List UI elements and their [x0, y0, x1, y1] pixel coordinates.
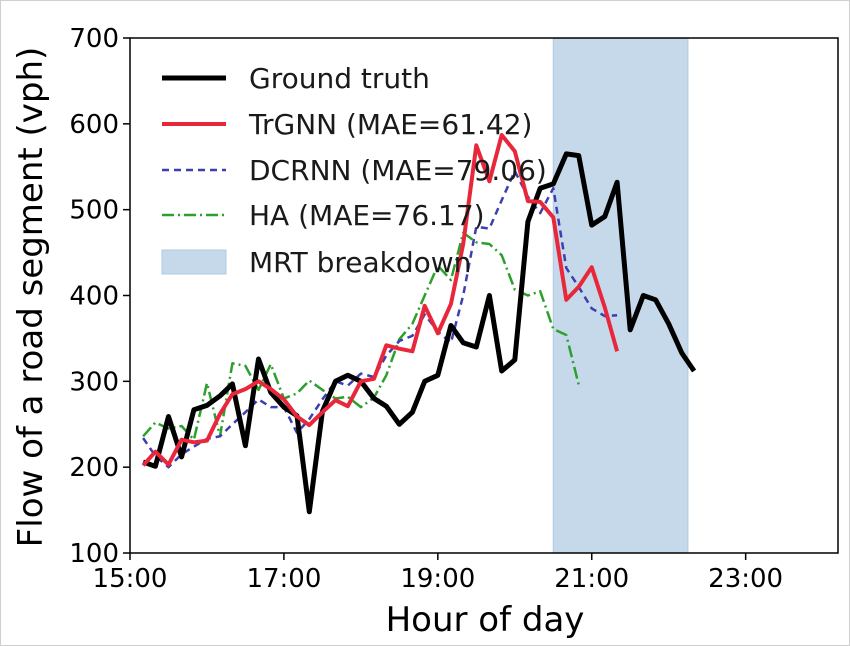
legend-label-ha: HA (MAE=76.17): [249, 199, 485, 232]
legend-label-dcrnn: DCRNN (MAE=79.06): [249, 154, 547, 187]
legend-swatch-mrt-breakdown: [161, 249, 227, 275]
x-tick-label: 17:00: [246, 564, 321, 594]
x-tick-label: 19:00: [400, 564, 475, 594]
y-tick-label: 600: [69, 110, 119, 140]
plot-area: 100 200 300 400 500 600 700 15:00 17:00 19:00 21:0…: [69, 24, 839, 594]
legend-label-mrt-breakdown: MRT breakdown: [249, 246, 471, 279]
legend-label-ground-truth: Ground truth: [249, 62, 430, 95]
y-axis-label: Flow of a road segment (vph): [11, 47, 51, 548]
x-tick-label: 21:00: [554, 564, 629, 594]
mrt-breakdown-region: [552, 37, 689, 554]
x-tick-label: 15:00: [93, 564, 168, 594]
legend: Ground truth TrGNN (MAE=61.42) DCRNN (MA…: [161, 62, 547, 279]
y-tick-label: 500: [69, 196, 119, 226]
x-axis-label: Hour of day: [386, 600, 585, 640]
y-tick-label: 100: [69, 539, 119, 569]
y-tick-label: 400: [69, 282, 119, 312]
legend-label-trgnn: TrGNN (MAE=61.42): [248, 108, 532, 141]
x-tick-label: 23:00: [708, 564, 783, 594]
y-tick-label: 300: [69, 367, 119, 397]
series-line-trgnn: [141, 133, 620, 467]
y-tick-label: 200: [69, 453, 119, 483]
y-tick-label: 700: [69, 24, 119, 54]
